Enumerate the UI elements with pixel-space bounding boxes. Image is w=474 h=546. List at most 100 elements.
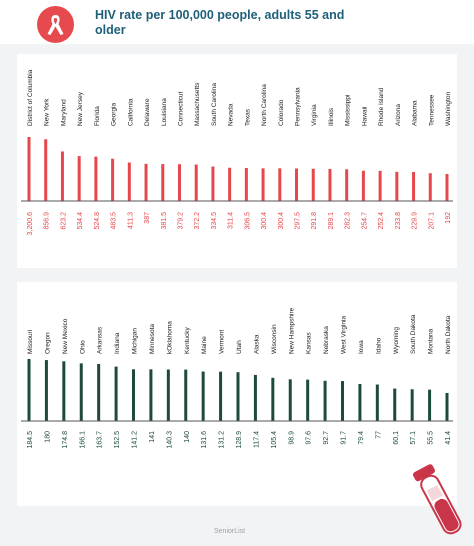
bar [341, 381, 344, 421]
category-label: West Virginia [341, 316, 348, 354]
value-label: 140 [184, 431, 191, 443]
value-label: 3,200.6 [27, 212, 34, 235]
value-label: 174.8 [62, 431, 69, 449]
category-label: Kentucky [184, 327, 191, 354]
bar [295, 168, 299, 201]
category-label: New Jersey [77, 91, 84, 126]
value-label: 131.2 [219, 431, 226, 449]
bar [184, 369, 188, 421]
category-label: New Hampshire [288, 307, 295, 354]
bar [177, 164, 181, 201]
category-label: Delaware [144, 98, 151, 126]
bar [44, 360, 48, 421]
value-label: 180 [44, 431, 51, 443]
category-label: North Carolina [261, 84, 268, 126]
value-label: 131.6 [201, 431, 208, 449]
bar [228, 167, 232, 201]
category-label: Illinois [328, 107, 335, 126]
bar [395, 171, 399, 201]
category-label: Oregon [44, 332, 51, 354]
category-label: Missouri [27, 330, 34, 354]
value-label: 98.9 [288, 431, 295, 445]
value-label: 207.1 [428, 212, 435, 230]
brand-logo: SeniorList [214, 528, 246, 535]
category-label: Texas [244, 108, 251, 126]
category-label: Mississippi [345, 95, 352, 126]
value-label: 91.7 [341, 431, 348, 445]
value-label: 379.2 [177, 212, 184, 230]
value-label: 372.2 [194, 212, 201, 230]
bar [428, 173, 432, 201]
bar [132, 369, 135, 421]
bar [62, 361, 66, 421]
bar [44, 139, 48, 201]
category-label: Montana [428, 328, 435, 354]
bar [166, 369, 170, 421]
category-label: North Dakota [445, 315, 452, 354]
category-label: Pennsylvania [295, 87, 302, 126]
chart-bottom: Missouri 184.5 Oregon 180 New Mexico 174.8 Ohi… [21, 307, 453, 449]
value-label: 300.4 [261, 212, 268, 230]
bar [219, 371, 223, 421]
value-label: 152.5 [114, 431, 121, 449]
bar [94, 156, 98, 201]
value-label: 289.1 [328, 212, 335, 230]
value-label: 334.5 [211, 212, 218, 230]
category-label: Florida [94, 106, 101, 126]
bar [378, 170, 382, 201]
bar [393, 388, 397, 421]
category-label: Utah [236, 340, 243, 354]
value-label: 483.5 [111, 212, 118, 230]
bar [111, 158, 115, 201]
category-label: Wisconsin [271, 324, 278, 354]
bar [261, 168, 265, 201]
bar [288, 379, 292, 421]
bar [144, 163, 148, 201]
value-label: 60,1 [393, 431, 400, 445]
category-label: Louisiana [161, 98, 168, 126]
value-label: 534.4 [77, 212, 84, 230]
bar [194, 164, 198, 201]
value-label: 411.3 [127, 212, 134, 229]
value-label: 77 [375, 431, 382, 439]
category-label: South Carolina [211, 83, 218, 126]
bar [127, 162, 131, 201]
bar [361, 170, 365, 201]
category-label: Nebraska [323, 326, 330, 354]
value-label: 97.6 [306, 431, 313, 445]
bar [412, 172, 416, 201]
category-label: Indiana [114, 332, 121, 354]
value-label: 387 [144, 212, 151, 224]
bar [445, 393, 449, 421]
value-label: 41.4 [445, 431, 452, 445]
category-label: Kansas [306, 332, 313, 354]
category-label: Minnesota [149, 324, 156, 354]
bar [27, 137, 31, 201]
value-label: 300.4 [278, 212, 285, 230]
value-label: 140.3 [166, 431, 173, 449]
bar [60, 151, 64, 201]
value-label: 297.5 [295, 212, 302, 230]
value-label: 254.7 [361, 212, 368, 230]
value-label: 79.4 [358, 431, 365, 445]
bar [79, 363, 83, 421]
bar [77, 156, 81, 201]
category-label: Rhode Island [378, 87, 385, 126]
category-label: Washington [445, 92, 452, 126]
bar [311, 168, 315, 201]
category-label: Vermont [219, 330, 226, 354]
bar [428, 389, 432, 421]
category-label: Arizona [395, 104, 402, 126]
chart-panel-top: District of Columbia 3,200.6 New York 856.9… [17, 54, 457, 268]
category-label: New Mexico [62, 318, 69, 354]
category-label: Michigan [132, 328, 139, 354]
value-label: 163.7 [97, 431, 104, 449]
header [0, 0, 474, 44]
value-label: 184.5 [27, 431, 34, 449]
bar [27, 359, 31, 421]
blood-sample-tube-icon [412, 464, 462, 535]
category-label: Alabama [412, 100, 419, 126]
red-ribbon-icon [37, 6, 74, 43]
value-label: 229.9 [412, 212, 419, 230]
